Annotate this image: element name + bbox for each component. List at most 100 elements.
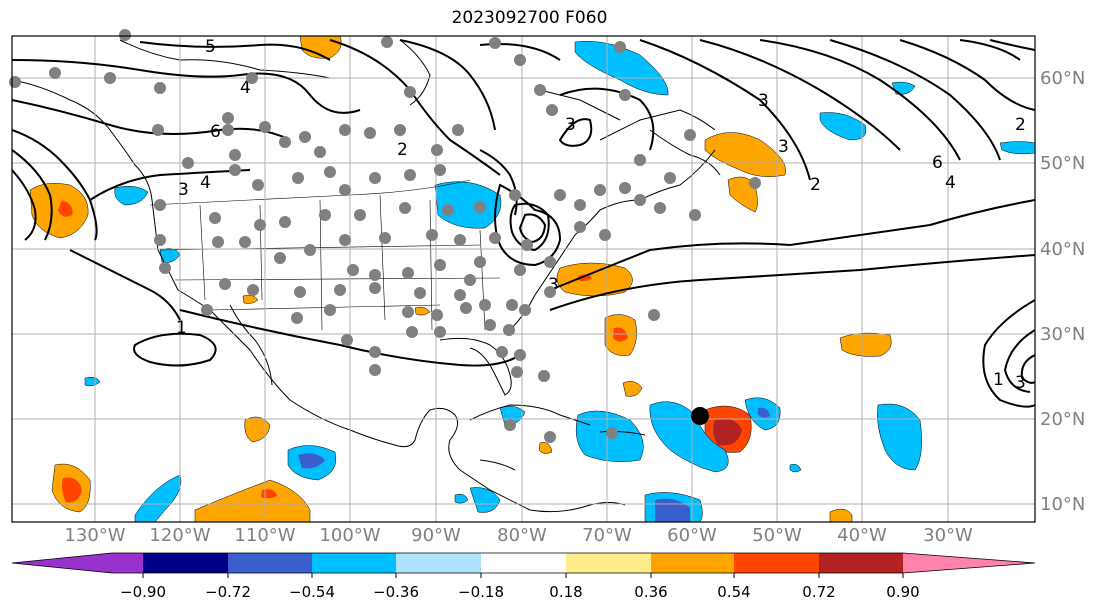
negative-area <box>819 112 867 141</box>
station-dot <box>503 324 515 336</box>
station-dot <box>154 82 166 94</box>
positive-area <box>622 381 643 397</box>
station-dot <box>369 364 381 376</box>
station-dot <box>219 278 231 290</box>
station-dot <box>431 309 443 321</box>
contour-label: 3 <box>778 137 789 157</box>
station-dot <box>339 184 351 196</box>
station-dot <box>464 274 476 286</box>
station-dot <box>619 89 631 101</box>
station-dot <box>339 234 351 246</box>
station-dot <box>229 149 241 161</box>
station-dot <box>474 256 486 268</box>
lon-label-80w: 80°W <box>497 525 547 546</box>
station-dot <box>209 212 221 224</box>
station-dot <box>404 169 416 181</box>
colorbar-tick-label: 0.54 <box>717 583 751 601</box>
station-dot <box>369 269 381 281</box>
station-dot <box>434 326 446 338</box>
station-dot <box>402 306 414 318</box>
station-dot <box>454 234 466 246</box>
station-dot <box>544 431 556 443</box>
station-dot <box>689 209 701 221</box>
station-dot <box>254 219 266 231</box>
station-dot <box>279 216 291 228</box>
contour-label: 2 <box>1015 115 1026 135</box>
station-dot <box>247 284 259 296</box>
lat-label-20: 20°N <box>1040 409 1086 430</box>
lon-label-90w: 90°W <box>411 525 461 546</box>
positive-area <box>829 508 853 522</box>
station-dot <box>634 194 646 206</box>
station-dot <box>442 204 454 216</box>
station-dot <box>619 182 631 194</box>
station-dot <box>252 179 264 191</box>
station-dot <box>594 184 606 196</box>
negative-area <box>789 463 802 473</box>
station-dot <box>406 326 418 338</box>
contour-label: 3 <box>565 115 576 135</box>
station-dot <box>538 370 550 382</box>
station-dot <box>222 112 234 124</box>
station-dot <box>222 124 234 136</box>
positive-core <box>578 274 592 282</box>
station-dot <box>434 259 446 271</box>
negative-area <box>434 181 502 229</box>
negative-area <box>454 493 469 504</box>
lon-label-110w: 110°W <box>234 525 296 546</box>
station-dot <box>684 129 696 141</box>
station-dot <box>574 199 586 211</box>
station-dot <box>402 267 414 279</box>
graticule <box>12 36 1035 522</box>
station-dot <box>399 202 411 214</box>
contour-label: 2 <box>810 175 821 195</box>
station-dot <box>201 304 213 316</box>
station-dot <box>274 252 286 264</box>
station-dot <box>489 232 501 244</box>
station-dot <box>634 154 646 166</box>
station-dot <box>521 239 533 251</box>
lat-label-40: 40°N <box>1040 239 1086 260</box>
station-dot <box>504 419 516 431</box>
station-dot <box>546 104 558 116</box>
station-dot <box>648 309 660 321</box>
colorbar-tick-label: −0.18 <box>458 583 504 601</box>
station-dot <box>509 189 521 201</box>
contour-label: 4 <box>200 173 211 193</box>
colorbar-tick-label: −0.54 <box>289 583 335 601</box>
station-dot <box>654 202 666 214</box>
station-dot <box>154 199 166 211</box>
station-dot <box>119 29 131 41</box>
station-dot <box>246 72 258 84</box>
contour-label: 5 <box>205 37 216 57</box>
station-dot <box>519 304 531 316</box>
contour-label: 4 <box>240 78 251 98</box>
station-dot <box>369 172 381 184</box>
negative-area <box>877 403 922 471</box>
colorbar-tick-label: −0.36 <box>373 583 419 601</box>
station-dot <box>496 346 508 358</box>
positive-area <box>839 332 892 357</box>
colorbar-tick-label: −0.90 <box>120 583 166 601</box>
station-dot <box>394 124 406 136</box>
lon-label-100w: 100°W <box>319 525 381 546</box>
contour-label: 4 <box>945 173 956 193</box>
station-dot <box>489 37 501 49</box>
positive-core <box>62 477 82 503</box>
contour-label: 2 <box>397 140 408 160</box>
station-dot <box>324 166 336 178</box>
station-markers <box>9 29 761 443</box>
station-dot <box>404 86 416 98</box>
station-dot <box>339 124 351 136</box>
station-dot <box>364 127 376 139</box>
contour-label: 6 <box>932 153 943 173</box>
station-dot <box>506 299 518 311</box>
station-dot <box>599 229 611 241</box>
lon-label-130w: 130°W <box>64 525 126 546</box>
station-dot <box>511 366 523 378</box>
station-dot <box>426 229 438 241</box>
station-dot <box>514 349 526 361</box>
station-dot <box>347 264 359 276</box>
positive-area <box>538 442 553 454</box>
